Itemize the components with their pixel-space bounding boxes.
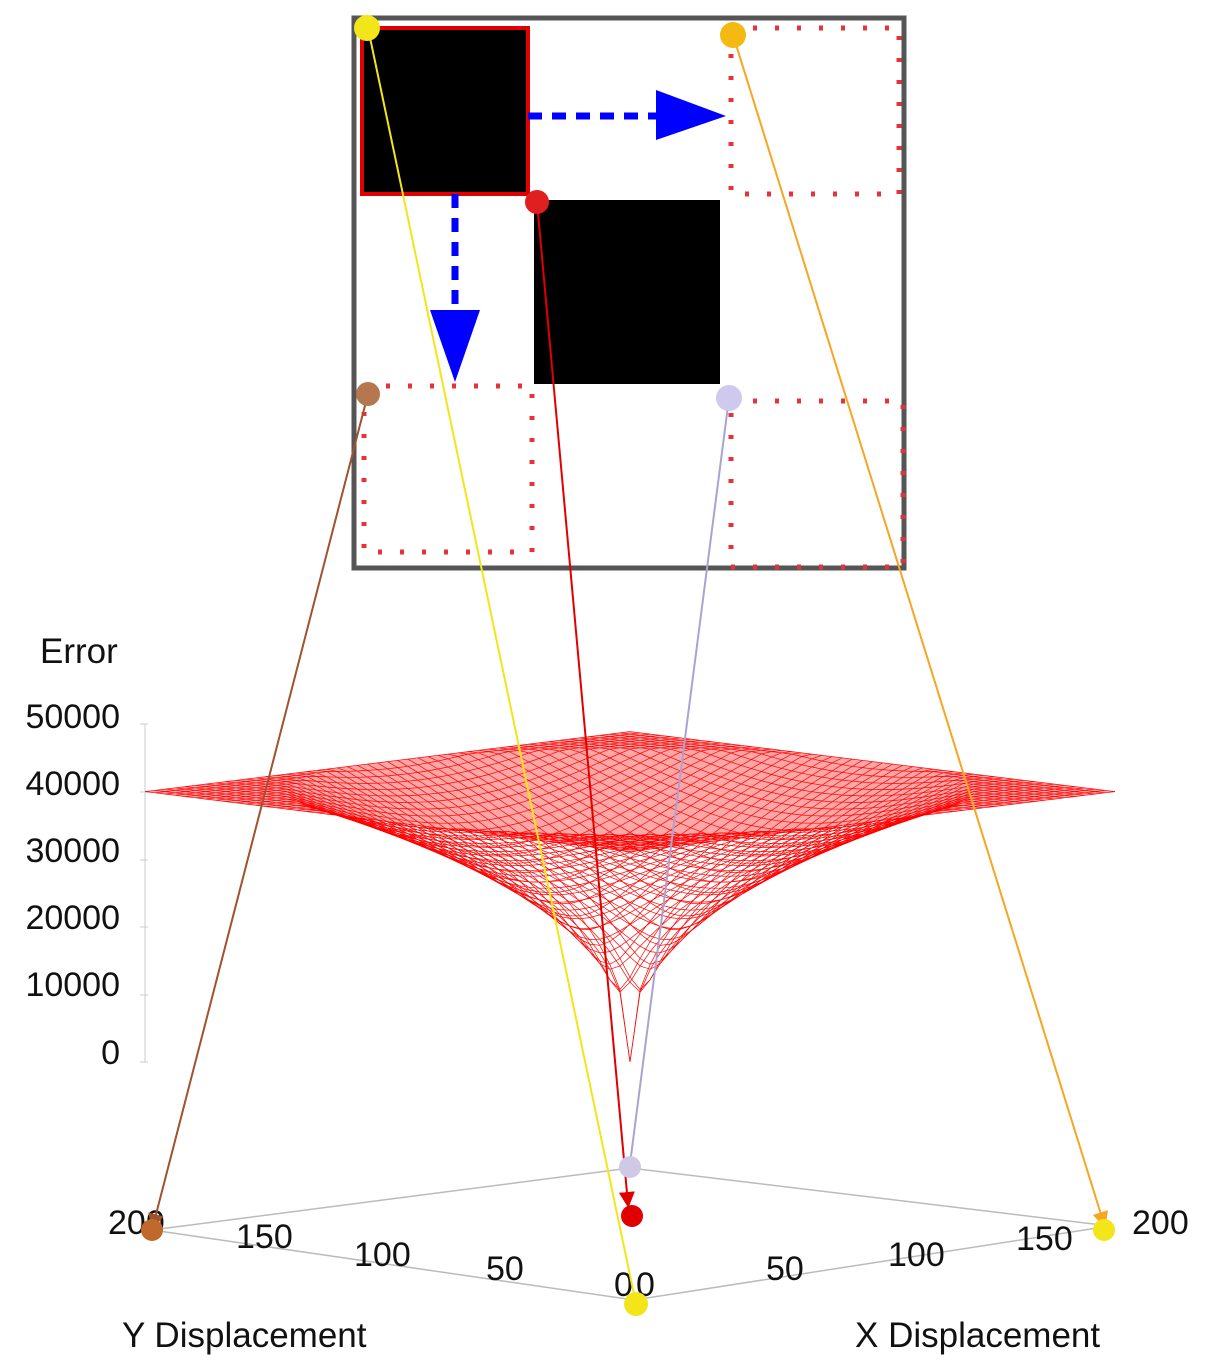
surface-mesh-line <box>144 731 631 792</box>
link-top-right-orange <box>732 34 1109 1228</box>
surface-mesh-line <box>579 737 1065 799</box>
surface-mesh-line <box>225 741 711 817</box>
x-tick-150: 150 <box>1016 1220 1073 1258</box>
z-tick-10000: 10000 <box>25 966 120 1004</box>
surface-mesh-line <box>175 734 661 796</box>
x-tick-200: 200 <box>1132 1204 1189 1242</box>
plot-dot-yellow-origin <box>624 1292 648 1316</box>
z-tick-40000: 40000 <box>25 765 120 803</box>
z-axis: 50000 40000 30000 20000 10000 0 <box>25 698 148 1072</box>
template-block <box>360 26 530 196</box>
x-tick-100: 100 <box>888 1236 945 1274</box>
surface-mesh-line <box>609 733 1095 795</box>
surface-mesh-line <box>619 732 1105 794</box>
x-axis-line <box>633 1225 1111 1301</box>
plot-dot-brown <box>141 1219 163 1241</box>
surface-mesh-line <box>559 739 1045 810</box>
target-block <box>534 200 720 384</box>
z-tick-20000: 20000 <box>25 899 120 937</box>
dot-center-lavender <box>716 385 742 411</box>
error-surface-plot: Error 50000 40000 30000 20000 10000 0 20… <box>25 632 1188 1355</box>
y-axis-line <box>151 1229 635 1301</box>
error-surface-mesh <box>144 731 1116 1063</box>
y-tick-50: 50 <box>486 1250 524 1288</box>
back-x-line <box>629 1167 1111 1227</box>
x-tick-50: 50 <box>766 1250 804 1288</box>
shift-arrow-right <box>528 90 726 140</box>
plot-dot-red <box>621 1205 643 1227</box>
surface-mesh-line <box>165 733 651 795</box>
plot-dot-lavender <box>619 1156 641 1178</box>
link-center-red <box>536 201 635 1208</box>
dot-top-right-orange <box>720 22 746 48</box>
y-tick-100: 100 <box>354 1236 411 1274</box>
z-tick-0: 0 <box>101 1034 120 1072</box>
surface-mesh-line <box>205 738 691 803</box>
y-tick-150: 150 <box>236 1218 293 1256</box>
link-center-lavender <box>629 397 730 1165</box>
plot-dot-yellow-x200 <box>1093 1219 1115 1241</box>
dotted-region-bottom <box>361 383 535 555</box>
surface-mesh-line <box>589 736 1075 797</box>
surface-mesh-line <box>155 732 641 794</box>
shift-schematic <box>351 15 907 571</box>
link-top-left-yellow <box>367 27 637 1305</box>
dot-bottom-left-brown <box>356 382 380 406</box>
x-axis-title: X Displacement <box>855 1316 1100 1355</box>
z-axis-title: Error <box>40 632 118 671</box>
surface-mesh-line <box>195 737 681 799</box>
base-axes <box>151 1167 1111 1301</box>
z-tick-30000: 30000 <box>25 832 120 870</box>
z-tick-50000: 50000 <box>25 698 120 736</box>
dot-center-red <box>525 190 549 214</box>
marker-dots <box>141 15 1115 1316</box>
surface-mesh-line <box>215 739 701 810</box>
link-bottom-left-brown <box>148 393 369 1230</box>
surface-mesh-line <box>599 734 1085 796</box>
surface-mesh-line <box>569 738 1055 803</box>
y-tick-0: 0 <box>614 1266 633 1304</box>
y-axis-title: Y Displacement <box>122 1316 367 1355</box>
connector-lines <box>148 27 1109 1305</box>
surface-mesh-line <box>629 731 1116 792</box>
back-y-line <box>151 1167 631 1231</box>
dotted-region-right <box>728 25 902 197</box>
shift-arrow-down <box>430 194 480 382</box>
dot-top-left-yellow <box>354 15 380 41</box>
